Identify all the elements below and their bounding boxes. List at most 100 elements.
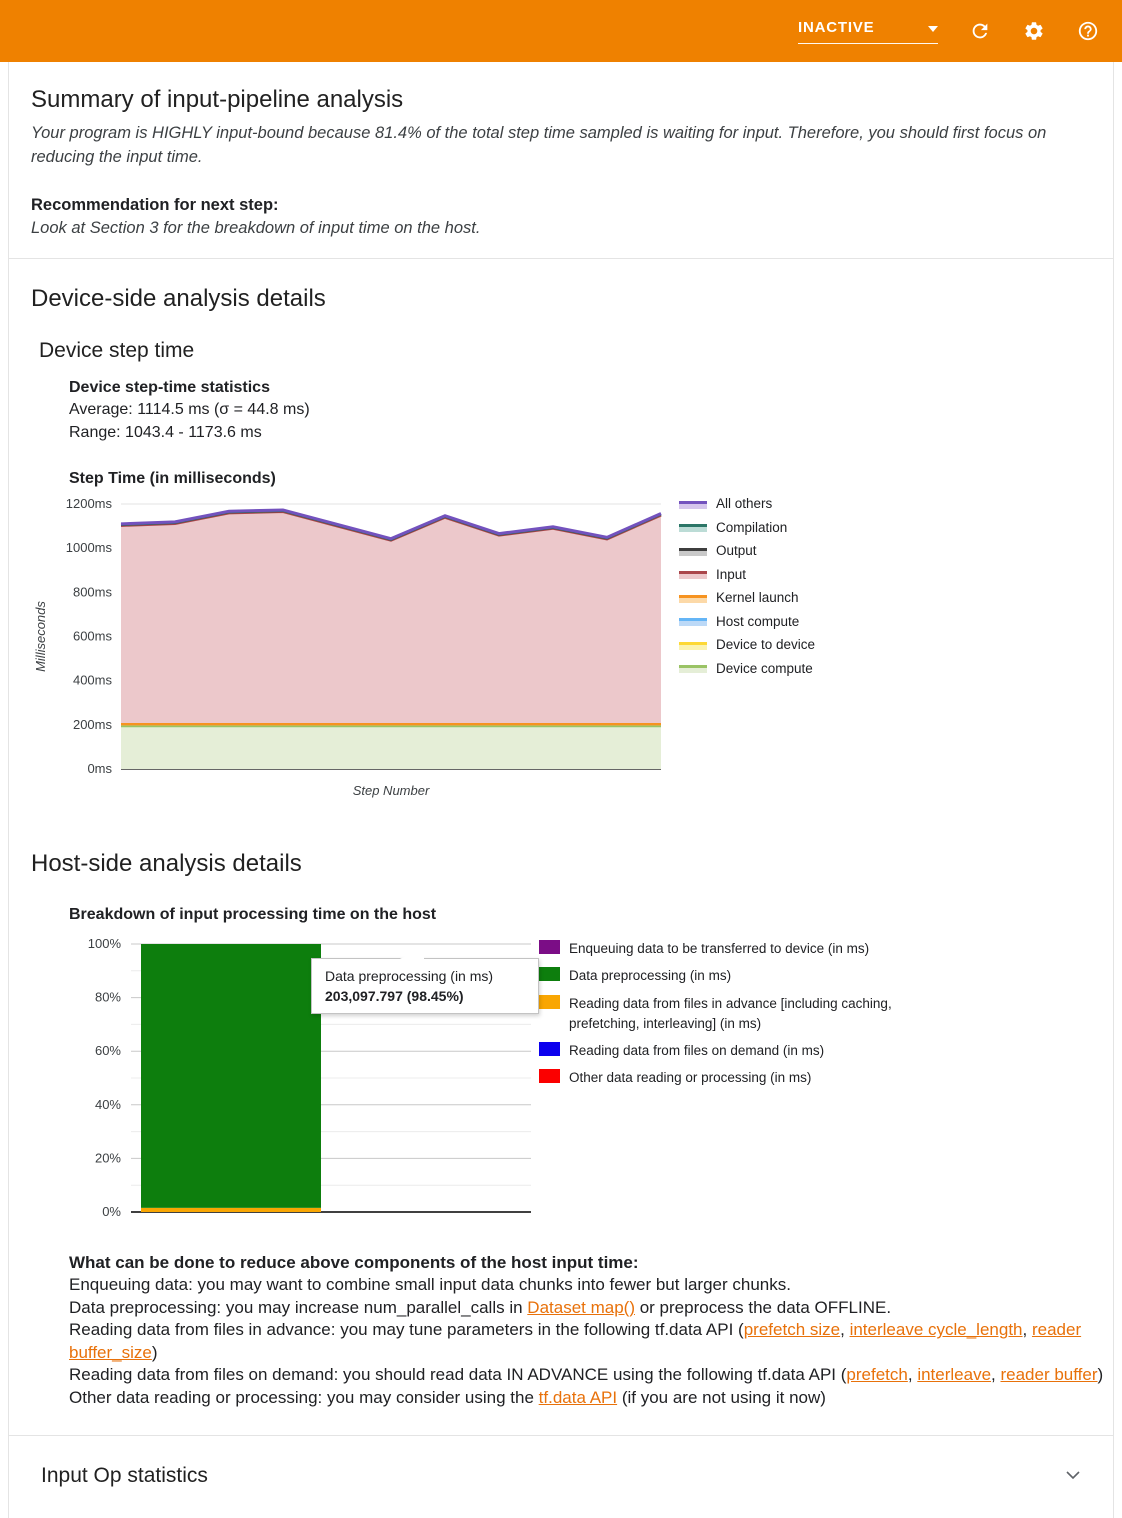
device-stats-heading: Device step-time statistics <box>69 378 270 396</box>
device-step-time-chart[interactable]: 0ms 200ms 400ms 600ms 800ms 1000ms 1200ms Step … <box>31 492 691 808</box>
legend-label: Reading data from files on demand (in ms… <box>569 1043 825 1059</box>
host-chart-title: Breakdown of input processing time on th… <box>69 906 437 924</box>
section-divider <box>9 1435 1113 1437</box>
device-legend-item[interactable]: Output <box>679 543 815 558</box>
recommendation-text: Data preprocessing: you may increase num… <box>69 1297 528 1317</box>
recommendation-line: Reading data from files on demand: you s… <box>69 1364 1109 1386</box>
doc-link[interactable]: prefetch size <box>743 1320 841 1340</box>
recommendation-text: Reading data from files in advance: you … <box>69 1320 744 1340</box>
svg-text:100%: 100% <box>88 936 122 951</box>
summary-body: Your program is HIGHLY input-bound becau… <box>31 124 1047 166</box>
recommendation-line: Other data reading or processing: you ma… <box>69 1387 1109 1409</box>
svg-text:1200ms: 1200ms <box>66 496 113 511</box>
recommendation-label: Recommendation for next step: <box>31 195 279 214</box>
recommendation-line: Enqueuing data: you may want to combine … <box>69 1274 1109 1296</box>
legend-label: Output <box>716 543 757 559</box>
device-side-section: Device-side analysis details Device step… <box>9 259 1113 810</box>
tooltip-series-name: Data preprocessing (in ms) <box>325 968 494 985</box>
host-legend-item[interactable]: Enqueuing data to be transferred to devi… <box>539 939 969 959</box>
doc-link[interactable]: Dataset map() <box>527 1297 635 1317</box>
recommendation-text: , <box>991 1365 1001 1385</box>
host-breakdown-chart[interactable]: 0% 20% 40% 60% 80% 100% <box>31 934 541 1234</box>
host-legend-item[interactable]: Data preprocessing (in ms) <box>539 966 969 986</box>
svg-text:Milliseconds: Milliseconds <box>33 601 48 672</box>
app-toolbar: INACTIVE <box>0 0 1122 62</box>
device-section-title: Device-side analysis details <box>31 284 326 312</box>
legend-swatch <box>679 546 707 556</box>
legend-label: Input <box>716 566 747 582</box>
legend-swatch <box>679 640 707 650</box>
recommendation-line: Data preprocessing: you may increase num… <box>69 1297 1109 1319</box>
svg-text:400ms: 400ms <box>73 673 113 688</box>
run-status-dropdown[interactable]: INACTIVE <box>798 19 938 44</box>
svg-text:0%: 0% <box>102 1204 121 1219</box>
svg-text:Step Number: Step Number <box>353 783 430 798</box>
recommendation-text: , <box>840 1320 850 1340</box>
svg-text:1000ms: 1000ms <box>66 540 113 555</box>
legend-label: Kernel launch <box>716 590 799 606</box>
doc-link[interactable]: prefetch <box>846 1365 908 1385</box>
legend-swatch <box>539 1069 560 1084</box>
settings-gear-icon[interactable] <box>1022 19 1046 43</box>
device-chart-area: 0ms 200ms 400ms 600ms 800ms 1000ms 1200ms Step … <box>31 492 1113 810</box>
device-legend-item[interactable]: Kernel launch <box>679 590 815 605</box>
recommendation-text: , <box>1022 1320 1032 1340</box>
doc-link[interactable]: interleave cycle_length <box>849 1320 1023 1340</box>
svg-text:0ms: 0ms <box>87 761 112 776</box>
legend-swatch <box>539 940 560 955</box>
legend-label: Enqueuing data to be transferred to devi… <box>569 941 870 957</box>
legend-label: All others <box>716 496 773 512</box>
recommendation-line: Reading data from files in advance: you … <box>69 1319 1109 1364</box>
host-actions-title: What can be done to reduce above compone… <box>69 1253 639 1273</box>
host-legend-item[interactable]: Reading data from files in advance [incl… <box>539 994 969 1035</box>
host-recommendations: What can be done to reduce above compone… <box>69 1252 1109 1409</box>
input-op-statistics-panel[interactable]: Input Op statistics <box>9 1436 1113 1518</box>
doc-link[interactable]: tf.data API <box>538 1387 618 1407</box>
device-legend-item[interactable]: Host compute <box>679 614 815 629</box>
device-legend-item[interactable]: Device to device <box>679 637 815 652</box>
legend-label: Reading data from files in advance [incl… <box>569 995 892 1031</box>
doc-link[interactable]: reader buffer_size <box>69 1320 1082 1362</box>
recommendation-body: Look at Section 3 for the breakdown of i… <box>31 218 481 237</box>
device-chart-legend: All others Compilation Output Input Kernel l… <box>679 496 815 684</box>
summary-title: Summary of input-pipeline analysis <box>31 86 404 113</box>
legend-swatch <box>539 967 560 982</box>
device-step-stats: Device step-time statistics Average: 111… <box>69 377 1113 444</box>
recommendation-text: ) <box>151 1342 158 1362</box>
host-legend-item[interactable]: Other data reading or processing (in ms) <box>539 1068 969 1088</box>
section-divider <box>9 257 1113 259</box>
chart-tooltip: Data preprocessing (in ms) 203,097.797 (… <box>311 946 539 1015</box>
legend-swatch <box>539 1042 560 1057</box>
tooltip-value: 203,097.797 (98.45%) <box>325 988 464 1005</box>
host-chart-legend: Enqueuing data to be transferred to devi… <box>539 939 969 1096</box>
help-icon[interactable] <box>1076 19 1100 43</box>
host-chart-area: 0% 20% 40% 60% 80% 100% Enqueuing data to be … <box>31 934 1113 1236</box>
device-legend-item[interactable]: Compilation <box>679 520 815 535</box>
legend-label: Compilation <box>716 519 788 535</box>
doc-link[interactable]: reader buffer <box>1000 1365 1098 1385</box>
legend-label: Other data reading or processing (in ms) <box>569 1070 812 1086</box>
recommendation-text: or preprocess the data OFFLINE. <box>635 1297 892 1317</box>
device-legend-item[interactable]: All others <box>679 496 815 511</box>
summary-section: Summary of input-pipeline analysis Your … <box>9 62 1113 258</box>
chevron-down-icon[interactable] <box>1065 1467 1081 1485</box>
svg-text:40%: 40% <box>95 1097 121 1112</box>
input-op-title: Input Op statistics <box>41 1464 208 1488</box>
main-content-card: Summary of input-pipeline analysis Your … <box>8 62 1114 1518</box>
svg-text:800ms: 800ms <box>73 584 113 599</box>
legend-swatch <box>679 569 707 580</box>
chevron-down-icon <box>928 19 938 36</box>
device-stats-range: Range: 1043.4 - 1173.6 ms <box>69 423 262 441</box>
device-chart-title: Step Time (in milliseconds) <box>69 470 276 488</box>
device-legend-item[interactable]: Device compute <box>679 661 815 676</box>
host-section-title: Host-side analysis details <box>31 850 302 878</box>
recommendation-text: Reading data from files on demand: you s… <box>69 1365 847 1385</box>
recommendation-text: , <box>907 1365 918 1385</box>
device-legend-item[interactable]: Input <box>679 567 815 582</box>
host-legend-item[interactable]: Reading data from files on demand (in ms… <box>539 1041 969 1061</box>
refresh-icon[interactable] <box>968 19 992 43</box>
legend-swatch <box>679 522 707 533</box>
doc-link[interactable]: interleave <box>917 1365 992 1385</box>
legend-label: Device compute <box>716 660 813 676</box>
svg-text:600ms: 600ms <box>73 629 113 644</box>
